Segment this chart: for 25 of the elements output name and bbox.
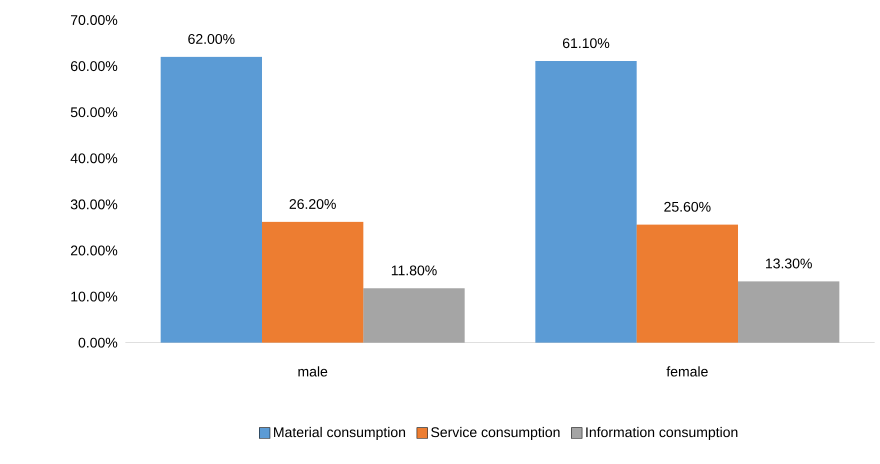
data-label: 26.20%: [290, 199, 336, 209]
y-tick-label: 20.00%: [70, 246, 118, 256]
data-label: 11.80%: [392, 265, 437, 276]
bar: [535, 61, 637, 343]
x-tick-label: male: [298, 366, 328, 377]
y-tick-label: 40.00%: [70, 153, 118, 164]
legend-label: Information consumption: [586, 426, 738, 440]
bar: [262, 222, 364, 343]
x-tick-label: female: [666, 366, 708, 377]
y-tick-label: 10.00%: [71, 292, 118, 302]
data-label: 25.60%: [664, 202, 711, 212]
y-tick-label: 30.00%: [70, 199, 118, 210]
data-label: 62.00%: [188, 34, 235, 44]
legend-label: Material consumption: [274, 426, 406, 440]
bar: [160, 56, 262, 343]
y-tick-label: 70.00%: [70, 15, 118, 25]
bar: [636, 224, 738, 343]
data-label: 61.10%: [562, 38, 610, 48]
data-label: 13.30%: [766, 258, 812, 268]
y-tick-label: 60.00%: [70, 61, 118, 72]
bar: [363, 288, 465, 343]
legend-label: Service consumption: [431, 426, 560, 440]
y-tick-label: 50.00%: [70, 107, 118, 118]
bar: [738, 281, 840, 343]
y-tick-label: 0.00%: [78, 338, 118, 348]
